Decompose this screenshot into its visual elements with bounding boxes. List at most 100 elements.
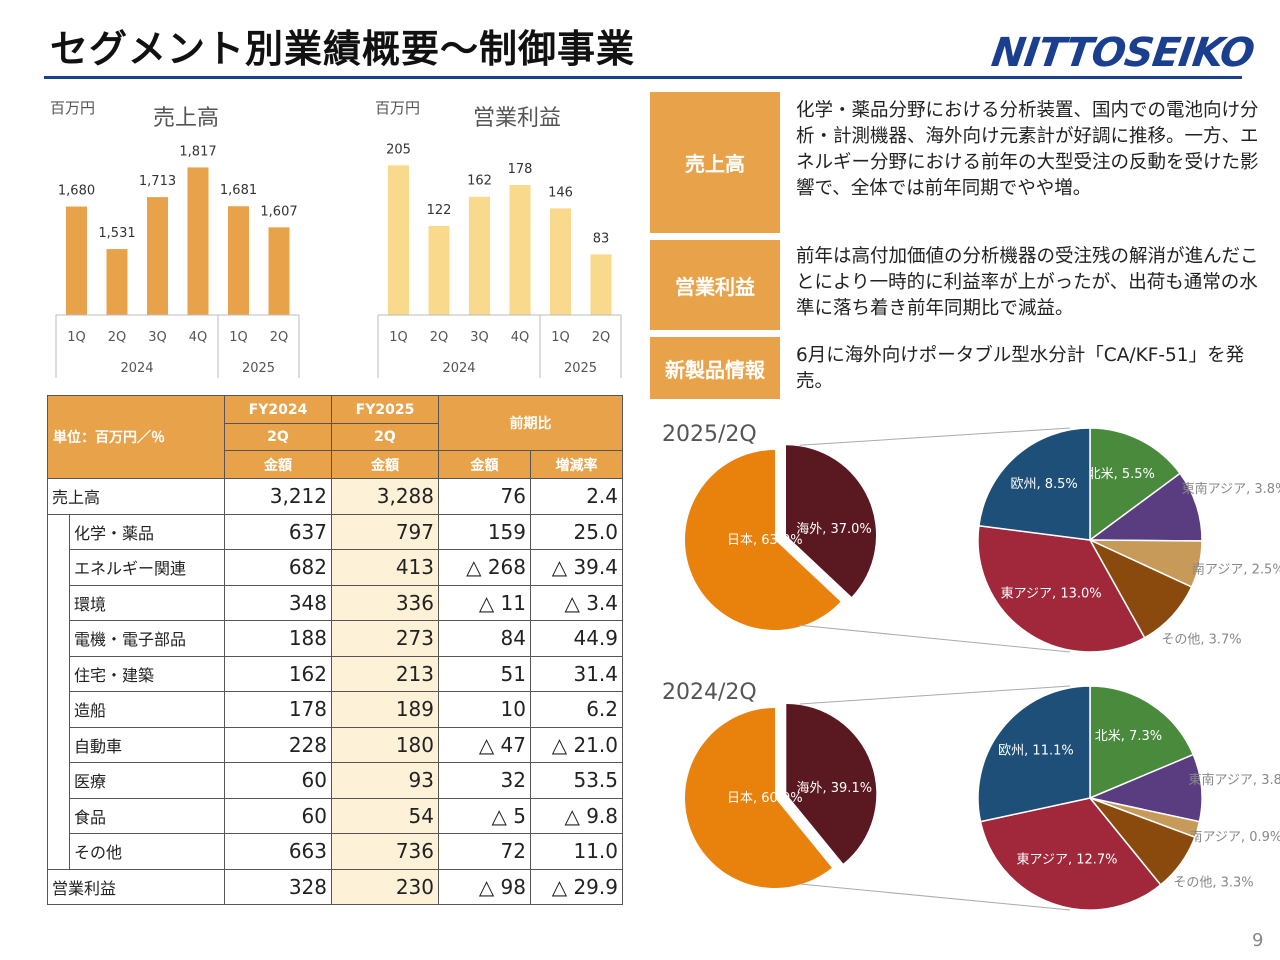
pie2025-breakdown-label: 東アジア, 13.0% — [1001, 586, 1102, 602]
row-indent — [47, 798, 70, 834]
cell-rate: △ 29.9 — [530, 868, 623, 905]
cell-diff: △ 268 — [438, 549, 531, 586]
cell-fy2025: 180 — [331, 726, 439, 763]
cell-fy2024: 162 — [224, 655, 332, 692]
pie2025-breakdown-slice — [1089, 427, 1182, 542]
profit-bar — [590, 254, 612, 315]
cell-diff: △ 47 — [438, 726, 531, 763]
cell-rate: 31.4 — [530, 655, 623, 692]
pie2024-breakdown-label: 南アジア, 0.9% — [1189, 829, 1280, 845]
pie2024-breakdown-slice — [979, 797, 1162, 911]
sales-summary-label: 売上高 — [650, 92, 780, 233]
pie-chart-2025: 日本, 63.0%海外, 37.0% 北米, 5.5% 東南アジア, 3.8% 南アジ… — [685, 427, 1280, 653]
pie2025-label-japan: 日本, 63.0% — [727, 533, 803, 548]
cell-diff: 72 — [438, 833, 531, 870]
table-row: 食品 60 54 △ 5 △ 9.8 — [47, 797, 623, 834]
cell-rate: △ 3.4 — [530, 584, 623, 621]
cell-fy2024: 637 — [224, 513, 332, 550]
profit-group-label: 2025 — [564, 361, 597, 376]
cell-fy2024: 682 — [224, 549, 332, 586]
profit-group-label: 2024 — [442, 361, 475, 376]
cell-fy2025: 336 — [331, 584, 439, 621]
pie2024-breakdown-label: 欧州, 11.1% — [998, 743, 1074, 758]
cell-fy2024: 328 — [224, 868, 332, 905]
cell-rate: △ 21.0 — [530, 726, 623, 763]
pie2025-slice-overseas — [786, 445, 877, 597]
row-label: 売上高 — [47, 478, 225, 515]
sales-category-label: 1Q — [229, 330, 248, 345]
pie2025-breakdown-label: その他, 3.7% — [1161, 632, 1241, 647]
header-fy2025-q: 2Q — [331, 423, 439, 451]
cell-fy2024: 348 — [224, 584, 332, 621]
cell-fy2024: 60 — [224, 797, 332, 834]
row-indent — [47, 620, 70, 656]
sales-bar-chart: 1,680 1Q 1,531 2Q 1,713 3Q 1,817 4Q 1,681 1Q 1,607… — [55, 144, 300, 378]
pie-chart-2024: 日本, 60.9%海外, 39.1% 北米, 7.3% 東南アジア, 3.8% 南アジ… — [685, 685, 1280, 911]
cell-fy2025: 797 — [331, 513, 439, 550]
table-row: 電機・電子部品 188 273 84 44.9 — [47, 620, 623, 657]
cell-rate: 25.0 — [530, 513, 623, 550]
sales-bar — [268, 227, 290, 315]
sales-group-label: 2025 — [242, 361, 275, 376]
product-summary-text: 6月に海外向けポータブル型水分計「CA/KF-51」を発売。 — [796, 345, 1245, 392]
page-title: セグメント別業績概要～制御事業 — [50, 27, 636, 71]
pie2025-breakdown-label: 南アジア, 2.5% — [1192, 561, 1280, 577]
row-indent — [47, 514, 70, 550]
pie2025-breakdown-slice — [978, 427, 1091, 541]
profit-bar — [550, 208, 571, 315]
cell-fy2025: 189 — [331, 691, 439, 728]
cell-fy2024: 188 — [224, 620, 332, 657]
profit-category-label: 3Q — [470, 330, 489, 345]
pie2024-breakdown-label: 東南アジア, 3.8% — [1188, 772, 1280, 788]
cell-rate: 6.2 — [530, 691, 623, 728]
pie2025-label-overseas: 海外, 37.0% — [796, 522, 872, 537]
pie2024-slice-japan — [685, 708, 832, 888]
table-row: 売上高 3,212 3,288 76 2.4 — [47, 478, 623, 515]
cell-rate: 2.4 — [530, 478, 623, 515]
table-row: 自動車 228 180 △ 47 △ 21.0 — [47, 726, 623, 763]
profit-data-label: 146 — [548, 185, 573, 200]
sales-summary-text: 化学・薬品分野における分析装置、国内での電池向け分析・計測機器、海外向け元素計が… — [796, 100, 1259, 199]
sales-data-label: 1,713 — [139, 174, 176, 189]
profit-unit-label: 百万円 — [375, 99, 421, 117]
sales-unit-label: 百万円 — [50, 99, 96, 117]
profit-bar-chart: 205 1Q 122 2Q 162 3Q 178 4Q 146 1Q 83 2Q 2024 2025 — [377, 142, 622, 378]
sales-category-label: 2Q — [108, 330, 127, 345]
header-yoy: 前期比 — [438, 395, 623, 451]
row-label: 住宅・建築 — [69, 655, 225, 692]
cell-fy2025: 230 — [331, 868, 439, 905]
row-label: 化学・薬品 — [69, 513, 225, 550]
sales-bar — [66, 206, 87, 315]
profit-summary-text: 前年は高付加価値の分析機器の受注残の解消が進んだことにより一時的に利益率が上がっ… — [796, 246, 1259, 319]
header-amount-2024: 金額 — [224, 450, 332, 479]
sales-category-label: 1Q — [67, 330, 86, 345]
sales-bar — [228, 206, 249, 315]
cell-fy2025: 54 — [331, 797, 439, 834]
profit-data-label: 122 — [427, 203, 452, 218]
profit-summary-label: 営業利益 — [650, 240, 780, 330]
profit-data-label: 162 — [467, 174, 492, 189]
cell-diff: △ 5 — [438, 797, 531, 834]
row-indent — [47, 656, 70, 692]
row-label: 食品 — [69, 797, 225, 834]
cell-rate: △ 39.4 — [530, 549, 623, 586]
cell-diff: △ 11 — [438, 584, 531, 621]
row-indent — [47, 727, 70, 763]
pie2024-breakdown-label: 北米, 7.3% — [1095, 729, 1162, 744]
cell-diff: 51 — [438, 655, 531, 692]
pie2024-breakdown-label: 東アジア, 12.7% — [1016, 852, 1117, 868]
cell-diff: 76 — [438, 478, 531, 515]
company-logo: NITTOSEIKO — [988, 30, 1257, 76]
pie2024-breakdown-slice — [1089, 685, 1195, 800]
cell-rate: 44.9 — [530, 620, 623, 657]
table-unit-header: 単位：百万円／％ — [47, 395, 225, 479]
cell-diff: 32 — [438, 762, 531, 799]
pie2025-breakdown-label: 東南アジア, 3.8% — [1182, 481, 1280, 497]
sales-category-label: 4Q — [189, 330, 208, 345]
cell-diff: 10 — [438, 691, 531, 728]
row-label: 自動車 — [69, 726, 225, 763]
pie2024-label-japan: 日本, 60.9% — [727, 791, 803, 806]
sales-category-label: 2Q — [270, 330, 289, 345]
cell-rate: △ 9.8 — [530, 797, 623, 834]
pie2024-breakdown-slice — [977, 685, 1091, 823]
